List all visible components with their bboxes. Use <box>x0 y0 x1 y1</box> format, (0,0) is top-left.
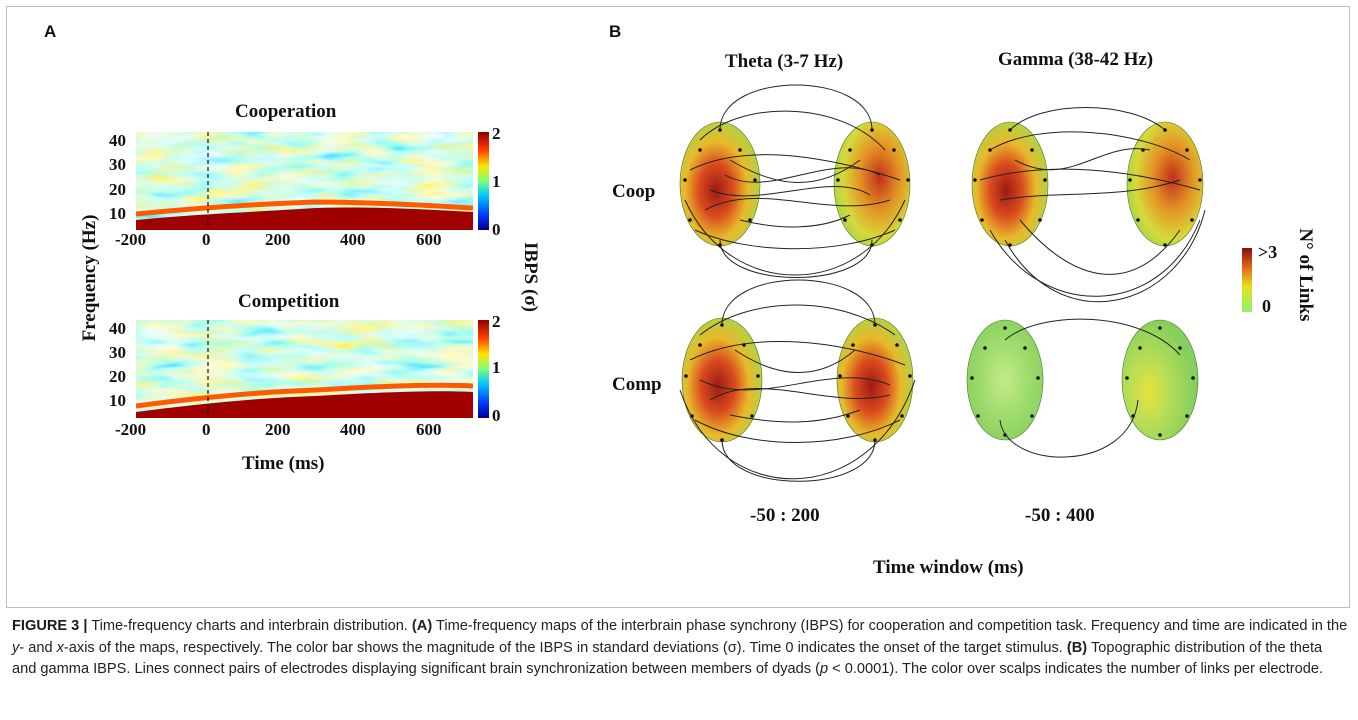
caption-a-text: Time-frequency maps of the interbrain ph… <box>432 618 1348 634</box>
cooperation-title: Cooperation <box>235 101 337 122</box>
panel-b-letter: B <box>609 22 622 41</box>
caption-a-label: (A) <box>411 618 433 634</box>
theta-column-title: Theta (3-7 Hz) <box>725 51 844 72</box>
theta-time-window: -50 : 200 <box>750 505 820 526</box>
panel-b-x-axis-label: Time window (ms) <box>873 557 1024 578</box>
theta-coop-heads <box>679 84 911 278</box>
comp-ytick-20: 20 <box>109 367 126 386</box>
coop-ytick-40: 40 <box>109 131 126 150</box>
competition-title: Competition <box>238 291 340 312</box>
comp-cbar-tick-2: 2 <box>492 312 501 331</box>
coop-xtick-m200: -200 <box>115 230 147 249</box>
competition-colorbar <box>478 320 489 418</box>
comp-cbar-tick-0: 0 <box>492 406 501 425</box>
caption-x-word: x <box>56 639 64 656</box>
caption-a-mid: - and <box>19 639 57 656</box>
cooperation-tf-map <box>136 132 473 230</box>
panel-a-y-axis-label: Frequency (Hz) <box>79 214 100 342</box>
gamma-column-title: Gamma (38-42 Hz) <box>998 49 1154 70</box>
links-colorbar <box>1242 248 1252 312</box>
caption-p-word: p <box>819 661 829 677</box>
caption-b-text: Topographic distribution of the theta an… <box>12 639 1323 678</box>
comp-xtick-200: 200 <box>265 420 291 439</box>
comp-ytick-40: 40 <box>109 319 126 338</box>
coop-ytick-10: 10 <box>109 204 126 223</box>
figure-frame <box>6 6 1350 608</box>
coop-xtick-600: 600 <box>416 230 442 249</box>
caption-b-text2: < 0.0001). The color over scalps indicat… <box>828 661 1324 677</box>
comp-xtick-0: 0 <box>202 420 211 439</box>
coop-row-label: Coop <box>612 181 656 202</box>
comp-row-label: Comp <box>612 374 662 395</box>
coop-xtick-200: 200 <box>265 230 291 249</box>
comp-cbar-tick-1: 1 <box>492 358 501 377</box>
caption-y-word: y <box>12 639 20 656</box>
comp-ytick-10: 10 <box>109 391 126 410</box>
coop-xtick-400: 400 <box>340 230 366 249</box>
caption-figure-label: FIGURE 3 | <box>12 618 88 634</box>
cooperation-colorbar <box>478 132 489 230</box>
panel-a-x-axis-label: Time (ms) <box>242 453 325 474</box>
gamma-coop-heads <box>971 107 1206 303</box>
coop-ytick-20: 20 <box>109 180 126 199</box>
coop-cbar-tick-0: 0 <box>492 220 501 239</box>
coop-xtick-0: 0 <box>202 230 211 249</box>
coop-cbar-tick-2: 2 <box>492 124 501 143</box>
gamma-time-window: -50 : 400 <box>1025 505 1095 526</box>
caption-a-text2: -axis of the maps, respectively. The col… <box>63 639 1067 656</box>
caption-b-label: (B) <box>1066 639 1088 656</box>
comp-xtick-400: 400 <box>340 420 366 439</box>
panel-a-letter: A <box>44 22 57 41</box>
links-cbar-top: >3 <box>1258 242 1278 262</box>
competition-tf-map <box>136 320 473 418</box>
scalp-topographies <box>679 84 1206 482</box>
links-colorbar-label: N° of Links <box>1295 228 1316 322</box>
theta-comp-heads <box>679 279 916 482</box>
comp-xtick-m200: -200 <box>115 420 147 439</box>
coop-cbar-tick-1: 1 <box>492 172 501 191</box>
panel-a-colorbar-label: IBPS (σ) <box>520 242 541 312</box>
gamma-comp-heads <box>966 318 1199 458</box>
comp-ytick-30: 30 <box>109 343 126 362</box>
figure-caption: FIGURE 3 | Time-frequency charts and int… <box>12 616 1348 681</box>
comp-xtick-600: 600 <box>416 420 442 439</box>
links-cbar-bottom: 0 <box>1262 296 1271 316</box>
caption-title: Time-frequency charts and interbrain dis… <box>87 618 412 634</box>
coop-ytick-30: 30 <box>109 155 126 174</box>
